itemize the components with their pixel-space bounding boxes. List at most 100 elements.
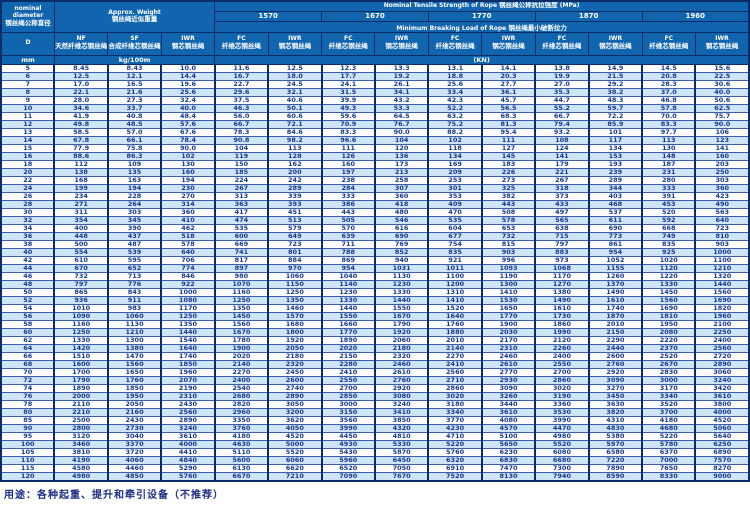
- table-cell: 1350: [160, 319, 216, 328]
- table-cell: 64: [0, 343, 56, 352]
- table-cell: 5000: [267, 439, 323, 448]
- table-cell: 75.8: [106, 143, 163, 152]
- table-cell: 5: [0, 63, 56, 72]
- table-cell: 21.6: [106, 87, 163, 96]
- table-cell: 10.0: [160, 63, 216, 72]
- table-cell: 3040: [106, 431, 163, 440]
- unit-mm: mm: [0, 54, 55, 65]
- diameter-header: nominal diameter 钢丝绳公称直径: [0, 0, 55, 33]
- table-cell: 669: [213, 239, 270, 248]
- table-cell: 5960: [320, 455, 376, 464]
- table-cell: 7000: [641, 455, 697, 464]
- table-cell: 1880: [427, 327, 483, 336]
- table-cell: 34: [0, 223, 56, 232]
- table-cell: 1160: [53, 319, 109, 328]
- table-cell: 273: [480, 175, 537, 184]
- table-row: 26 234 228 270 313 339 333 360 353 382 373 403 391 42…: [0, 191, 750, 200]
- table-cell: 470: [427, 207, 483, 216]
- table-cell: 48.5: [106, 119, 163, 128]
- table-cell: 1060: [106, 311, 163, 320]
- table-cell: 4060: [106, 455, 163, 464]
- table-row: 90 2800 2730 3240 3760 4050 3990 4320 4230 4570 44…: [0, 423, 750, 432]
- table-cell: 95.4: [480, 127, 537, 136]
- table-cell: 443: [480, 199, 537, 208]
- table-cell: 70.9: [320, 119, 376, 128]
- table-cell: 1150: [267, 279, 323, 288]
- table-cell: 26: [0, 191, 56, 200]
- table-cell: 497: [534, 207, 590, 216]
- table-cell: 78.3: [213, 127, 270, 136]
- table-cell: 3990: [534, 415, 590, 424]
- table-cell: 649: [267, 231, 323, 240]
- table-cell: 639: [320, 231, 376, 240]
- table-cell: 1730: [534, 311, 590, 320]
- table-cell: 120: [0, 471, 56, 481]
- table-cell: 554: [53, 247, 109, 256]
- col-header-iwr-1670: IWR 钢芯钢丝绳: [374, 31, 429, 56]
- table-cell: 16.5: [106, 79, 163, 88]
- table-cell: 1550: [320, 311, 376, 320]
- table-cell: 3180: [427, 399, 483, 408]
- table-cell: 468: [587, 199, 644, 208]
- table-cell: 1210: [694, 263, 750, 272]
- table-cell: 1230: [320, 287, 376, 296]
- table-row: 36 448 437 518 600 649 639 690 677 732 715 773 749 81…: [0, 231, 750, 240]
- table-cell: 120: [373, 143, 430, 152]
- table-cell: 72.1: [267, 119, 323, 128]
- table-cell: 53.3: [373, 103, 430, 112]
- table-cell: 2700: [320, 383, 376, 392]
- table-cell: 801: [267, 247, 323, 256]
- table-cell: 360: [373, 191, 430, 200]
- table-cell: 3060: [694, 367, 750, 376]
- iwr-label-cn: 钢芯钢丝绳: [705, 42, 739, 50]
- table-cell: 437: [106, 231, 163, 240]
- table-row: 58 1160 1130 1350 1560 1680 1660 1790 1760 1900 18…: [0, 319, 750, 328]
- table-cell: 39.9: [320, 95, 376, 104]
- table-cell: 49.8: [53, 119, 109, 128]
- table-cell: 209: [427, 167, 483, 176]
- table-cell: 1810: [641, 311, 697, 320]
- table-cell: 12.3: [320, 63, 376, 72]
- table-cell: 2890: [694, 359, 750, 368]
- table-cell: 97.7: [641, 127, 697, 136]
- table-cell: 391: [641, 191, 697, 200]
- col-header-fc-1570: FC 纤维芯钢丝绳: [214, 31, 269, 56]
- table-cell: 56: [0, 311, 56, 320]
- table-cell: 280: [641, 175, 697, 184]
- table-cell: 537: [587, 207, 644, 216]
- table-cell: 54: [0, 303, 56, 312]
- table-cell: 197: [320, 167, 376, 176]
- table-cell: 903: [694, 239, 750, 248]
- table-cell: 64.5: [373, 111, 430, 120]
- table-cell: 46.8: [641, 95, 697, 104]
- table-cell: 2860: [427, 383, 483, 392]
- table-cell: 592: [641, 215, 697, 224]
- table-cell: 3120: [53, 431, 109, 440]
- table-cell: 77.9: [53, 143, 109, 152]
- table-row: 30 311 303 360 417 451 443 480 470 508 497 537 520 56…: [0, 207, 750, 216]
- table-cell: 2770: [480, 367, 537, 376]
- table-row: 72 1790 1760 2070 2400 2600 2550 2760 2710 2930 28…: [0, 375, 750, 384]
- table-cell: 307: [373, 183, 430, 192]
- table-cell: 5110: [213, 447, 270, 456]
- table-cell: 194: [160, 175, 216, 184]
- table-cell: 2800: [53, 423, 109, 432]
- table-cell: 741: [213, 247, 270, 256]
- table-cell: 1130: [106, 319, 163, 328]
- table-cell: 2100: [694, 319, 750, 328]
- table-cell: 27.0: [534, 79, 590, 88]
- table-cell: 112: [53, 159, 109, 168]
- table-cell: 535: [427, 215, 483, 224]
- table-cell: 90: [0, 423, 56, 432]
- fc-abbr: FC: [664, 35, 674, 43]
- table-cell: 45.7: [480, 95, 537, 104]
- strength-value-1570: 1570: [214, 10, 323, 22]
- table-cell: 85.9: [587, 119, 644, 128]
- table-cell: 4520: [267, 431, 323, 440]
- table-cell: 883: [534, 247, 590, 256]
- table-row: 80 2210 2160 2560 2960 3200 3150 3410 3340 3610 35…: [0, 407, 750, 416]
- iwr-weight-label-cn: 钢芯钢丝绳: [171, 42, 205, 50]
- table-cell: 1650: [480, 303, 537, 312]
- table-cell: 2830: [641, 367, 697, 376]
- table-cell: 7890: [587, 463, 644, 472]
